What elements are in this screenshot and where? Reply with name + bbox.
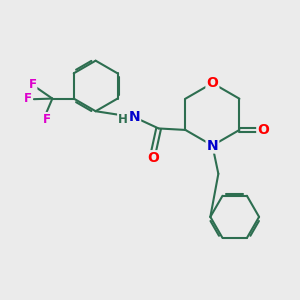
Text: F: F — [28, 78, 36, 91]
Text: H: H — [118, 113, 128, 126]
Text: F: F — [24, 92, 32, 105]
Text: N: N — [128, 110, 140, 124]
Text: O: O — [257, 123, 269, 137]
Text: F: F — [42, 113, 50, 126]
Text: O: O — [147, 151, 159, 165]
Text: O: O — [206, 76, 218, 90]
Text: N: N — [207, 139, 218, 152]
